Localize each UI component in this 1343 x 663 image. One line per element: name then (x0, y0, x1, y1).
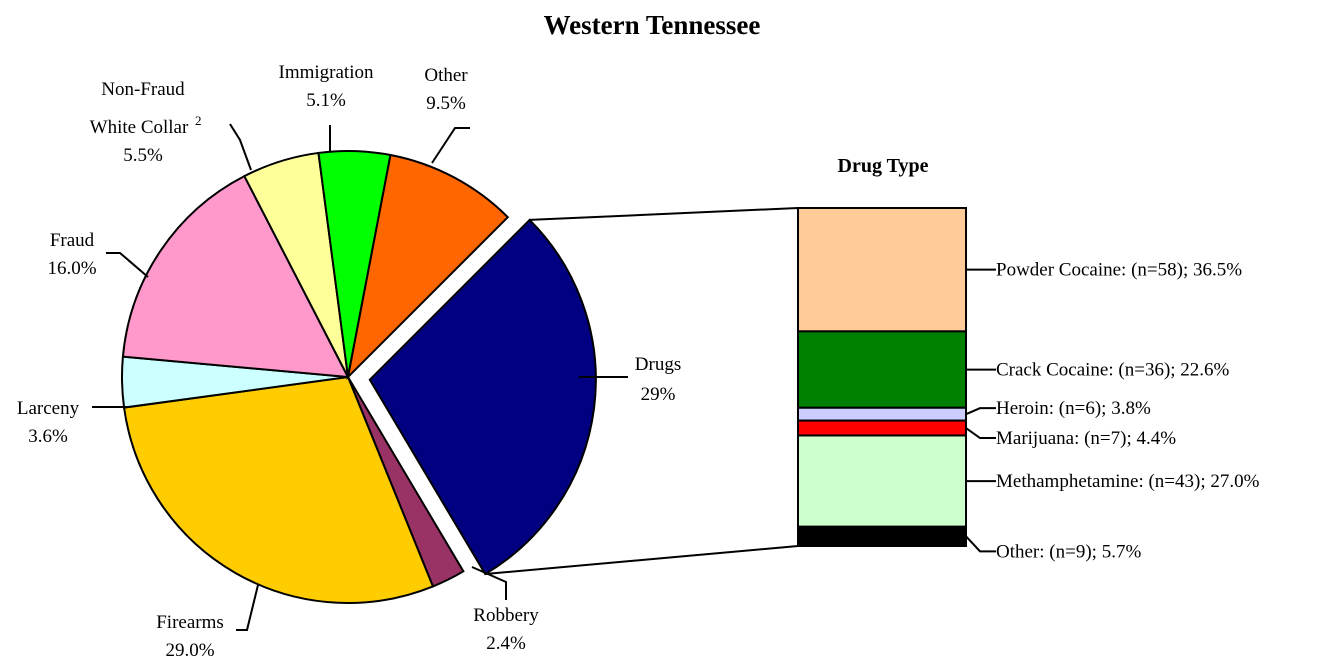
drug-type-label-crack-cocaine: Crack Cocaine: (n=36); 22.6% (996, 360, 1230, 381)
slice-value-larceny: 3.6% (28, 426, 68, 447)
leader-line-drug-marijuana (965, 427, 996, 440)
slice-label-other: Other (424, 65, 468, 86)
pie-slice-other (346, 153, 510, 381)
leader-line-other (431, 127, 470, 164)
bar-segment-marijuana (797, 419, 967, 437)
slice-label-non-fraud-white-collar: Non-Fraud (101, 79, 185, 100)
pie-chart (121, 150, 597, 604)
slice-label-fraud: Fraud (50, 230, 95, 251)
drug-type-label-powder-cocaine: Powder Cocaine: (n=58); 36.5% (996, 260, 1242, 281)
chart-title: Western Tennessee (544, 10, 761, 40)
slice-label-drugs: Drugs (635, 354, 681, 375)
pie-slice-drugs (368, 218, 597, 576)
drug-type-label-other: Other: (n=9); 5.7% (996, 541, 1141, 562)
drug-type-label-methamphetamine: Methamphetamine: (n=43); 27.0% (996, 471, 1260, 492)
slice-value-non-fraud-white-collar: 5.5% (123, 145, 163, 166)
slice-value-firearms: 29.0% (165, 640, 214, 661)
footnote-superscript: 2 (195, 113, 202, 128)
bar-segment-other (797, 525, 967, 548)
leader-line-robbery (471, 566, 507, 600)
pie-slice-fraud (121, 174, 350, 379)
bar-segment-crack-cocaine (797, 330, 967, 409)
bar-segment-heroin (797, 406, 967, 422)
leader-line-non-fraud-white-collar (229, 123, 252, 171)
connector-line-top (529, 207, 799, 221)
breakdown-connectors (485, 207, 799, 576)
slice-label-larceny: Larceny (17, 398, 80, 419)
drug-type-stacked-bar (797, 207, 967, 548)
bar-segment-powder-cocaine (797, 207, 967, 333)
slice-label-immigration: Immigration (279, 62, 374, 83)
slice-value-immigration: 5.1% (306, 90, 346, 111)
leader-line-drug-heroin (965, 407, 996, 416)
drug-type-label-marijuana: Marijuana: (n=7); 4.4% (996, 428, 1176, 449)
drug-type-label-heroin: Heroin: (n=6); 3.8% (996, 398, 1151, 419)
leader-line-firearms (236, 584, 259, 631)
bar-segment-methamphetamine (797, 434, 967, 528)
slice-value-other: 9.5% (426, 93, 466, 114)
leader-line-fraud (106, 252, 149, 278)
pie-slice-firearms (122, 375, 435, 604)
slice-label-line2-non-fraud-white-collar: White Collar (90, 117, 189, 138)
breakdown-title: Drug Type (838, 155, 929, 177)
slice-label-robbery: Robbery (473, 605, 539, 626)
leader-line-drug-other (965, 535, 996, 553)
slice-value-robbery: 2.4% (486, 633, 526, 654)
connector-line-bottom (485, 545, 799, 576)
slice-value-fraud: 16.0% (47, 258, 96, 279)
slice-value-drugs: 29% (641, 384, 676, 405)
chart-labels: Drugs 29% Robbery 2.4% Firearms 29.0% Larceny 3… (17, 62, 1260, 661)
slice-label-firearms: Firearms (156, 612, 224, 633)
